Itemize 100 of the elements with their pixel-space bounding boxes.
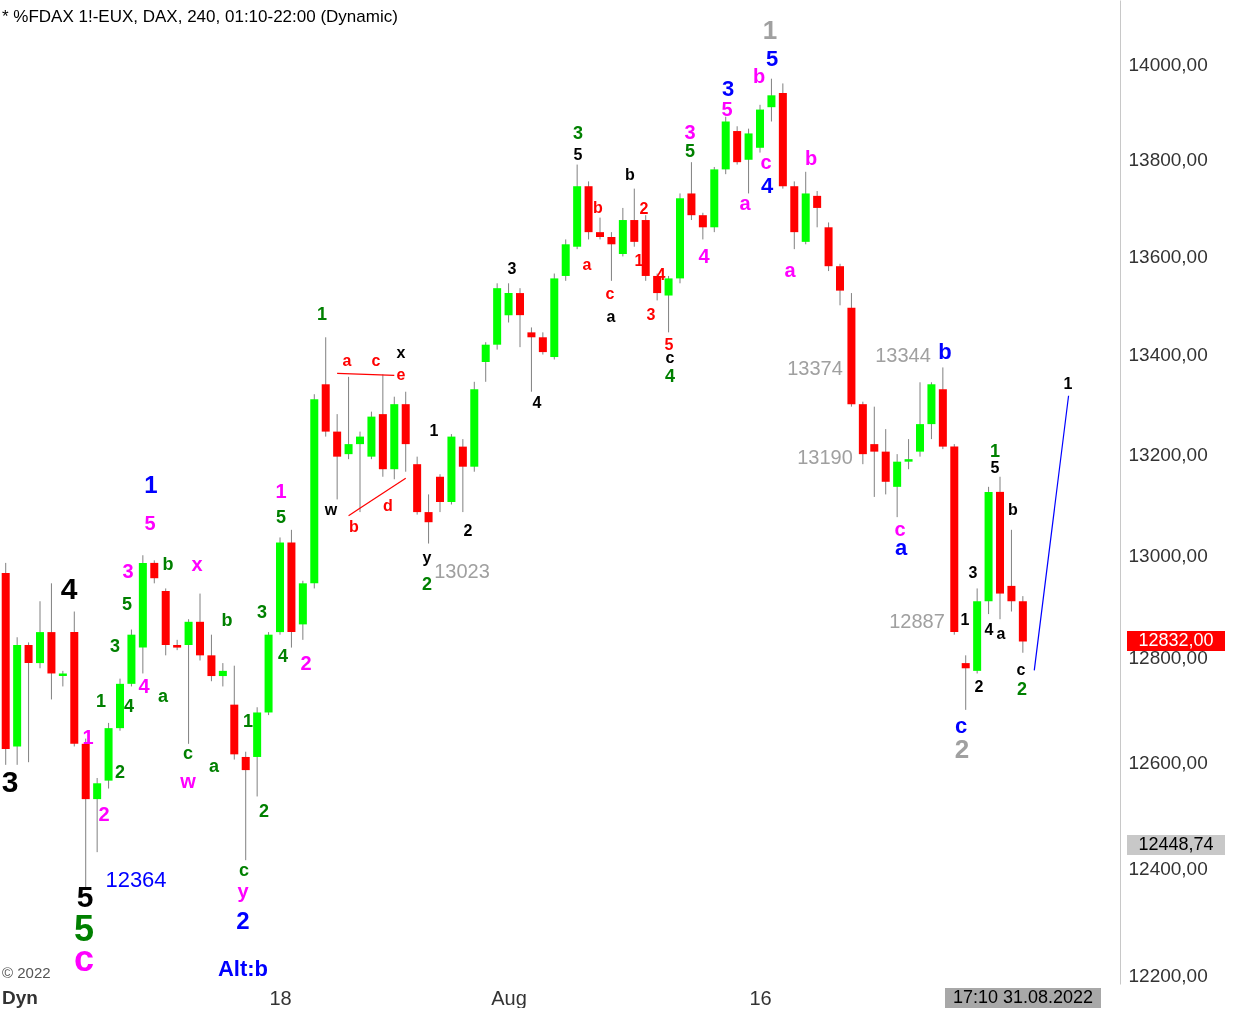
annotation: b bbox=[349, 518, 360, 535]
annotation: c bbox=[238, 860, 250, 880]
annotation: 3 bbox=[507, 260, 517, 277]
candlestick bbox=[241, 751, 250, 861]
candlestick bbox=[870, 406, 879, 498]
annotation: a bbox=[342, 352, 352, 369]
chart-title: * %FDAX 1!-EUX, DAX, 240, 01:10-22:00 (Dynamic) bbox=[2, 7, 398, 26]
annotation: 13374 bbox=[787, 357, 843, 379]
annotation: 5 bbox=[990, 459, 1000, 476]
annotation: a bbox=[157, 686, 169, 706]
text: 17:10 31.08.2022 bbox=[952, 987, 1094, 1007]
candlestick bbox=[24, 641, 33, 763]
candlestick bbox=[218, 662, 227, 687]
annotation: 2 bbox=[639, 200, 649, 217]
annotation: y bbox=[422, 549, 432, 566]
annotation: 3 bbox=[721, 76, 735, 101]
annotation: 1 bbox=[95, 691, 107, 711]
y-tick-label: 13800,00 bbox=[1128, 149, 1208, 171]
annotation: w bbox=[323, 501, 338, 518]
text: 12448,74 bbox=[1138, 834, 1214, 854]
annotation: 2 bbox=[1016, 679, 1028, 699]
candlestick bbox=[356, 431, 364, 513]
annotation: a bbox=[582, 256, 592, 273]
candlestick bbox=[344, 376, 353, 460]
annotation: 2 bbox=[421, 574, 433, 594]
x-tick-label: 18 bbox=[269, 986, 292, 1009]
annotation: a bbox=[784, 259, 797, 281]
annotation: b bbox=[162, 554, 174, 574]
annotation: © 2022 bbox=[2, 964, 51, 981]
annotation: c bbox=[182, 743, 194, 763]
annotation: a bbox=[739, 192, 752, 214]
annotation: e bbox=[396, 366, 406, 383]
annotation: 1 bbox=[144, 471, 158, 498]
candlestick bbox=[458, 438, 467, 513]
annotation: 1 bbox=[989, 441, 1001, 461]
annotation: 5 bbox=[721, 98, 733, 120]
annotation: 4 bbox=[123, 696, 135, 716]
y-tick-label: 14000,00 bbox=[1128, 53, 1208, 75]
annotation: 3 bbox=[1, 765, 19, 798]
y-tick-label: 12400,00 bbox=[1128, 857, 1208, 879]
y-tick-label: 13600,00 bbox=[1128, 245, 1208, 267]
annotation: 2 bbox=[236, 907, 250, 934]
candlestick bbox=[424, 493, 433, 545]
annotation: b bbox=[938, 339, 952, 364]
annotation: c bbox=[1016, 661, 1026, 678]
candlestick bbox=[58, 670, 67, 687]
candlestick bbox=[904, 438, 913, 470]
annotation: 1 bbox=[242, 711, 254, 731]
annotation: 4 bbox=[664, 366, 676, 386]
y-tick-label: 13200,00 bbox=[1128, 443, 1208, 465]
candlestick bbox=[813, 190, 822, 228]
annotation: 3 bbox=[646, 306, 656, 323]
annotation: Alt:b bbox=[217, 956, 269, 981]
annotation: x bbox=[396, 344, 406, 361]
annotation: 12364 bbox=[105, 867, 167, 892]
annotation: 1 bbox=[960, 611, 970, 628]
annotation: 2 bbox=[974, 678, 984, 695]
candlestick bbox=[150, 559, 159, 584]
annotation: 2 bbox=[258, 801, 270, 821]
annotation: 2 bbox=[463, 522, 473, 539]
annotation: 5 bbox=[684, 141, 696, 161]
annotation: 5 bbox=[275, 507, 287, 527]
annotation: 3 bbox=[968, 564, 978, 581]
annotation: 3 bbox=[572, 123, 584, 143]
candlestick bbox=[698, 212, 707, 240]
candlestick bbox=[961, 654, 970, 711]
annotation: w bbox=[179, 770, 197, 792]
annotation: 13190 bbox=[797, 446, 853, 468]
annotation: a bbox=[606, 308, 616, 325]
annotation: c bbox=[605, 285, 615, 302]
x-tick-label: Aug bbox=[491, 986, 527, 1009]
text: 12832,00 bbox=[1138, 630, 1214, 650]
candlestick bbox=[173, 639, 182, 651]
annotation: 1 bbox=[82, 726, 94, 748]
y-tick-label: 13400,00 bbox=[1128, 344, 1208, 366]
annotation: a bbox=[996, 625, 1006, 642]
annotation: b bbox=[752, 65, 766, 87]
annotation: d bbox=[383, 497, 393, 514]
annotation: b bbox=[625, 166, 636, 183]
annotation: 1 bbox=[316, 304, 328, 324]
annotation: c bbox=[760, 151, 772, 173]
annotation: 3 bbox=[109, 636, 121, 656]
y-tick-label: 13000,00 bbox=[1128, 544, 1208, 566]
annotation: b bbox=[221, 610, 233, 630]
annotation: 1 bbox=[1063, 375, 1073, 392]
annotation: y bbox=[237, 880, 250, 902]
annotation: 1 bbox=[762, 15, 778, 45]
annotation: b bbox=[593, 199, 604, 216]
candlestick bbox=[516, 287, 524, 348]
annotation: b bbox=[1008, 501, 1019, 518]
annotation: 4 bbox=[60, 572, 78, 605]
annotation: 12887 bbox=[889, 610, 945, 632]
annotation: c bbox=[371, 352, 381, 369]
annotation: 2 bbox=[300, 652, 312, 674]
annotation: 4 bbox=[760, 173, 774, 198]
annotation: 5 bbox=[76, 880, 94, 913]
annotation: 3 bbox=[256, 602, 268, 622]
annotation: 2 bbox=[114, 762, 126, 782]
annotation: 5 bbox=[765, 46, 779, 71]
candlestick bbox=[1007, 529, 1016, 613]
